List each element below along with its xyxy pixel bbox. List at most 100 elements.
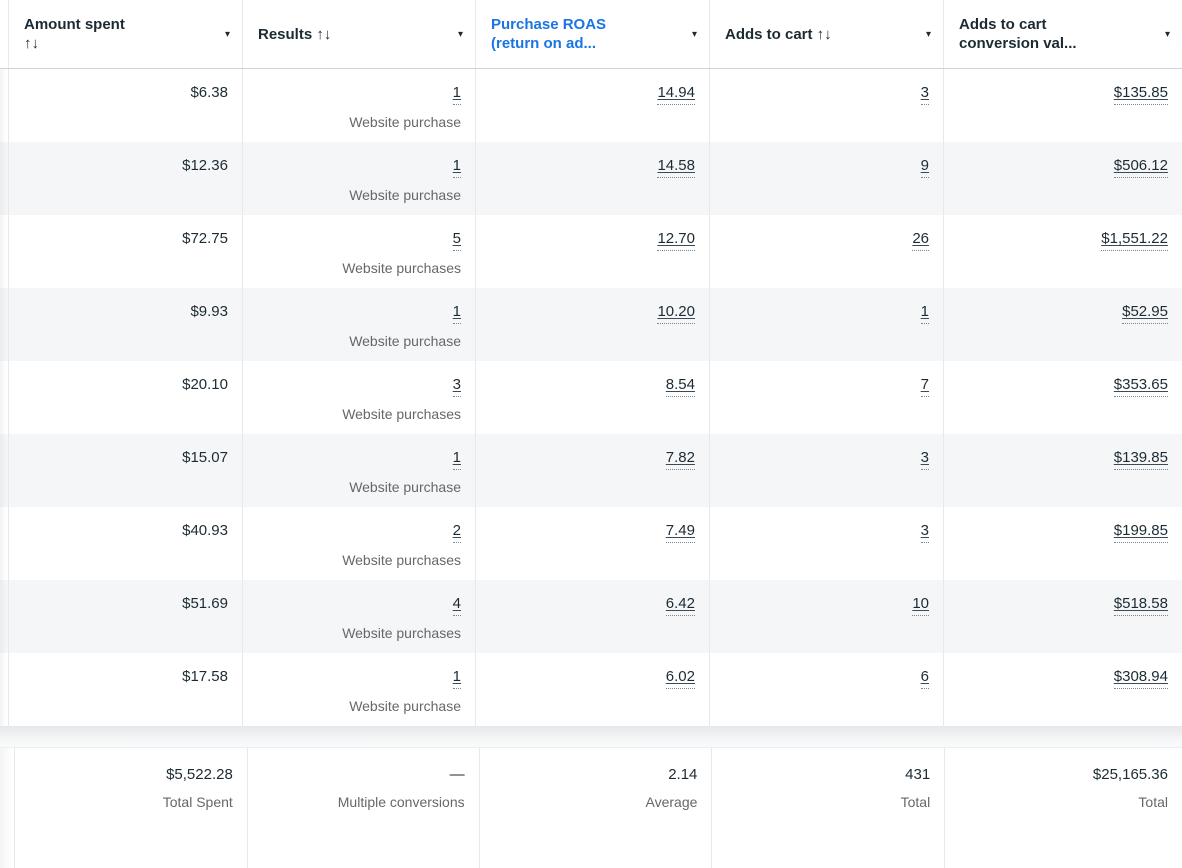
table-row[interactable]: $20.10 3 Website purchases 8.54 7 $353.6… [0,361,1182,434]
results-conversion-label: Website purchases [342,260,461,276]
purchase-roas-value-link[interactable]: 12.70 [657,229,695,251]
column-header-purchase-roas[interactable]: Purchase ROAS (return on ad... ▾ [476,0,710,68]
adds-to-cart-value-link[interactable]: 9 [920,156,929,178]
summary-top-shadow [0,726,1182,747]
summary-adds-to-cart-conversion-value: $25,165.36 Total [945,748,1182,868]
summary-value: $25,165.36 [1092,766,1168,783]
results-value-link[interactable]: 1 [452,156,461,178]
amount-spent-value: $72.75 [182,230,228,247]
cell-adds-to-cart: 3 [710,69,944,142]
adds-to-cart-value-link[interactable]: 3 [920,448,929,470]
table-row[interactable]: $9.93 1 Website purchase 10.20 1 $52.95 [0,288,1182,361]
conversion-value-link[interactable]: $353.65 [1113,375,1168,397]
summary-results: — Multiple conversions [248,748,480,868]
table-row[interactable]: $6.38 1 Website purchase 14.94 3 $135.85 [0,69,1182,142]
cell-results: 1 Website purchase [243,69,476,142]
results-value-link[interactable]: 1 [452,302,461,324]
results-value-link[interactable]: 2 [452,521,461,543]
results-value-link[interactable]: 1 [452,83,461,105]
cell-amount-spent: $72.75 [9,215,243,288]
results-conversion-label: Website purchases [342,552,461,568]
frozen-pane-edge [0,0,9,68]
summary-adds-to-cart: 431 Total [712,748,946,868]
cell-amount-spent: $6.38 [9,69,243,142]
amount-spent-value: $40.93 [182,522,228,539]
frozen-pane-edge [0,215,9,288]
chevron-down-icon[interactable]: ▾ [925,28,931,40]
results-value-link[interactable]: 1 [452,448,461,470]
table-row[interactable]: $17.58 1 Website purchase 6.02 6 $308.94 [0,653,1182,726]
adds-to-cart-value-link[interactable]: 6 [920,667,929,689]
purchase-roas-value-link[interactable]: 10.20 [657,302,695,324]
results-value-link[interactable]: 1 [452,667,461,689]
cell-results: 2 Website purchases [243,507,476,580]
results-value-link[interactable]: 5 [452,229,461,251]
results-conversion-label: Website purchases [342,625,461,641]
cell-amount-spent: $17.58 [9,653,243,726]
conversion-value-link[interactable]: $1,551.22 [1101,229,1168,251]
cell-purchase-roas: 7.49 [476,507,710,580]
adds-to-cart-value-link[interactable]: 3 [920,521,929,543]
cell-results: 1 Website purchase [243,142,476,215]
conversion-value-link[interactable]: $518.58 [1113,594,1168,616]
cell-adds-to-cart-conversion-value: $518.58 [944,580,1182,653]
adds-to-cart-value-link[interactable]: 3 [920,83,929,105]
adds-to-cart-value-link[interactable]: 1 [920,302,929,324]
results-conversion-label: Website purchase [349,187,461,203]
purchase-roas-value-link[interactable]: 8.54 [665,375,695,397]
table-row[interactable]: $72.75 5 Website purchases 12.70 26 $1,5… [0,215,1182,288]
table-row[interactable]: $15.07 1 Website purchase 7.82 3 $139.85 [0,434,1182,507]
results-conversion-label: Website purchase [349,114,461,130]
column-title: Amount spent ↑↓ [24,16,125,52]
chevron-down-icon[interactable]: ▾ [691,28,697,40]
column-header-adds-to-cart[interactable]: Adds to cart ↑↓ ▾ [710,0,944,68]
amount-spent-value: $15.07 [182,449,228,466]
cell-adds-to-cart-conversion-value: $308.94 [944,653,1182,726]
purchase-roas-value-link[interactable]: 6.42 [665,594,695,616]
column-header-amount-spent[interactable]: Amount spent ↑↓ ▾ [9,0,243,68]
cell-purchase-roas: 6.02 [476,653,710,726]
cell-results: 4 Website purchases [243,580,476,653]
conversion-value-link[interactable]: $135.85 [1113,83,1168,105]
table-row[interactable]: $40.93 2 Website purchases 7.49 3 $199.8… [0,507,1182,580]
conversion-value-link[interactable]: $199.85 [1113,521,1168,543]
adds-to-cart-value-link[interactable]: 10 [912,594,929,616]
frozen-pane-edge [0,361,9,434]
column-header-results[interactable]: Results ↑↓ ▾ [243,0,476,68]
column-title: Adds to cart conversion val... [959,16,1077,52]
purchase-roas-value-link[interactable]: 6.02 [665,667,695,689]
chevron-down-icon[interactable]: ▾ [457,28,463,40]
adds-to-cart-value-link[interactable]: 7 [920,375,929,397]
chevron-down-icon[interactable]: ▾ [1164,28,1170,40]
conversion-value-link[interactable]: $52.95 [1122,302,1168,324]
amount-spent-value: $20.10 [182,376,228,393]
adds-to-cart-value-link[interactable]: 26 [912,229,929,251]
purchase-roas-value-link[interactable]: 7.82 [665,448,695,470]
purchase-roas-value-link[interactable]: 7.49 [665,521,695,543]
results-value-link[interactable]: 3 [452,375,461,397]
results-value-link[interactable]: 4 [452,594,461,616]
conversion-value-link[interactable]: $308.94 [1113,667,1168,689]
purchase-roas-value-link[interactable]: 14.58 [657,156,695,178]
table-header-row: Amount spent ↑↓ ▾ Results ↑↓ ▾ Purchase … [0,0,1182,69]
summary-value: $5,522.28 [166,766,233,783]
summary-label: Multiple conversions [337,794,465,810]
column-header-adds-to-cart-conversion-value[interactable]: Adds to cart conversion val... ▾ [944,0,1182,68]
conversion-value-link[interactable]: $139.85 [1113,448,1168,470]
cell-results: 5 Website purchases [243,215,476,288]
table-row[interactable]: $12.36 1 Website purchase 14.58 9 $506.1… [0,142,1182,215]
summary-label: Total [1138,794,1168,810]
table-row[interactable]: $51.69 4 Website purchases 6.42 10 $518.… [0,580,1182,653]
conversion-value-link[interactable]: $506.12 [1113,156,1168,178]
purchase-roas-value-link[interactable]: 14.94 [657,83,695,105]
cell-adds-to-cart: 26 [710,215,944,288]
results-conversion-label: Website purchase [349,333,461,349]
cell-results: 3 Website purchases [243,361,476,434]
cell-purchase-roas: 10.20 [476,288,710,361]
chevron-down-icon[interactable]: ▾ [224,28,230,40]
cell-adds-to-cart-conversion-value: $506.12 [944,142,1182,215]
cell-adds-to-cart: 3 [710,507,944,580]
cell-adds-to-cart-conversion-value: $52.95 [944,288,1182,361]
cell-purchase-roas: 8.54 [476,361,710,434]
